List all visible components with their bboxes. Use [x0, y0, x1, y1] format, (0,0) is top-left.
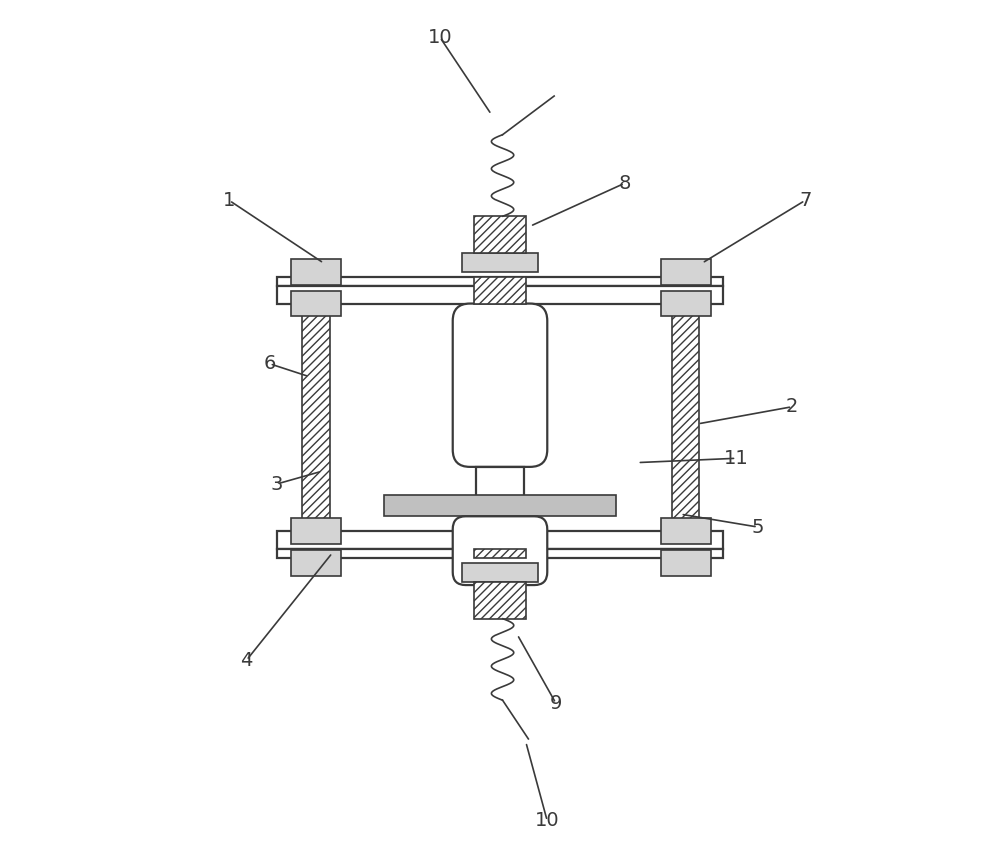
- Bar: [277, 286, 723, 304]
- Bar: [291, 291, 341, 317]
- Bar: [277, 531, 723, 548]
- Text: 9: 9: [550, 694, 562, 713]
- Bar: [302, 264, 330, 571]
- Text: 7: 7: [799, 191, 811, 210]
- Text: 10: 10: [535, 811, 560, 830]
- Bar: [474, 548, 526, 558]
- Text: 1: 1: [223, 191, 235, 210]
- Text: 10: 10: [428, 28, 452, 47]
- Bar: [384, 495, 616, 516]
- Bar: [474, 582, 526, 618]
- Text: 8: 8: [618, 174, 631, 193]
- Text: 5: 5: [752, 517, 764, 536]
- Bar: [277, 277, 723, 286]
- Bar: [474, 216, 526, 253]
- Text: 11: 11: [724, 449, 749, 468]
- Bar: [291, 259, 341, 285]
- FancyBboxPatch shape: [453, 516, 547, 585]
- Text: 4: 4: [240, 650, 253, 670]
- Text: 3: 3: [270, 475, 283, 494]
- Bar: [291, 550, 341, 576]
- Bar: [661, 518, 711, 544]
- Bar: [661, 259, 711, 285]
- Text: 2: 2: [786, 397, 798, 416]
- Bar: [661, 291, 711, 317]
- Bar: [462, 253, 538, 272]
- Bar: [661, 550, 711, 576]
- FancyBboxPatch shape: [453, 304, 547, 467]
- Bar: [462, 563, 538, 582]
- Bar: [277, 548, 723, 558]
- Bar: [291, 518, 341, 544]
- Text: 6: 6: [263, 355, 276, 373]
- Bar: [474, 277, 526, 304]
- Bar: [672, 264, 699, 571]
- Bar: [476, 467, 524, 514]
